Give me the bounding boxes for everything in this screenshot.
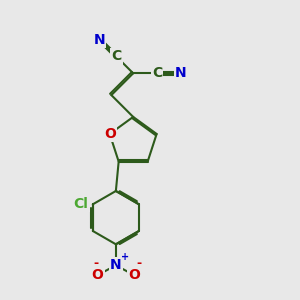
Text: O: O <box>128 268 140 282</box>
Text: N: N <box>175 66 187 80</box>
Text: N: N <box>94 33 105 46</box>
Text: N: N <box>110 258 122 272</box>
Text: +: + <box>121 252 129 262</box>
Text: Cl: Cl <box>74 197 88 211</box>
Text: O: O <box>92 268 103 282</box>
Text: C: C <box>111 50 122 63</box>
Text: O: O <box>104 127 116 141</box>
Text: -: - <box>94 257 99 270</box>
Text: C: C <box>152 66 162 80</box>
Text: -: - <box>136 257 142 270</box>
